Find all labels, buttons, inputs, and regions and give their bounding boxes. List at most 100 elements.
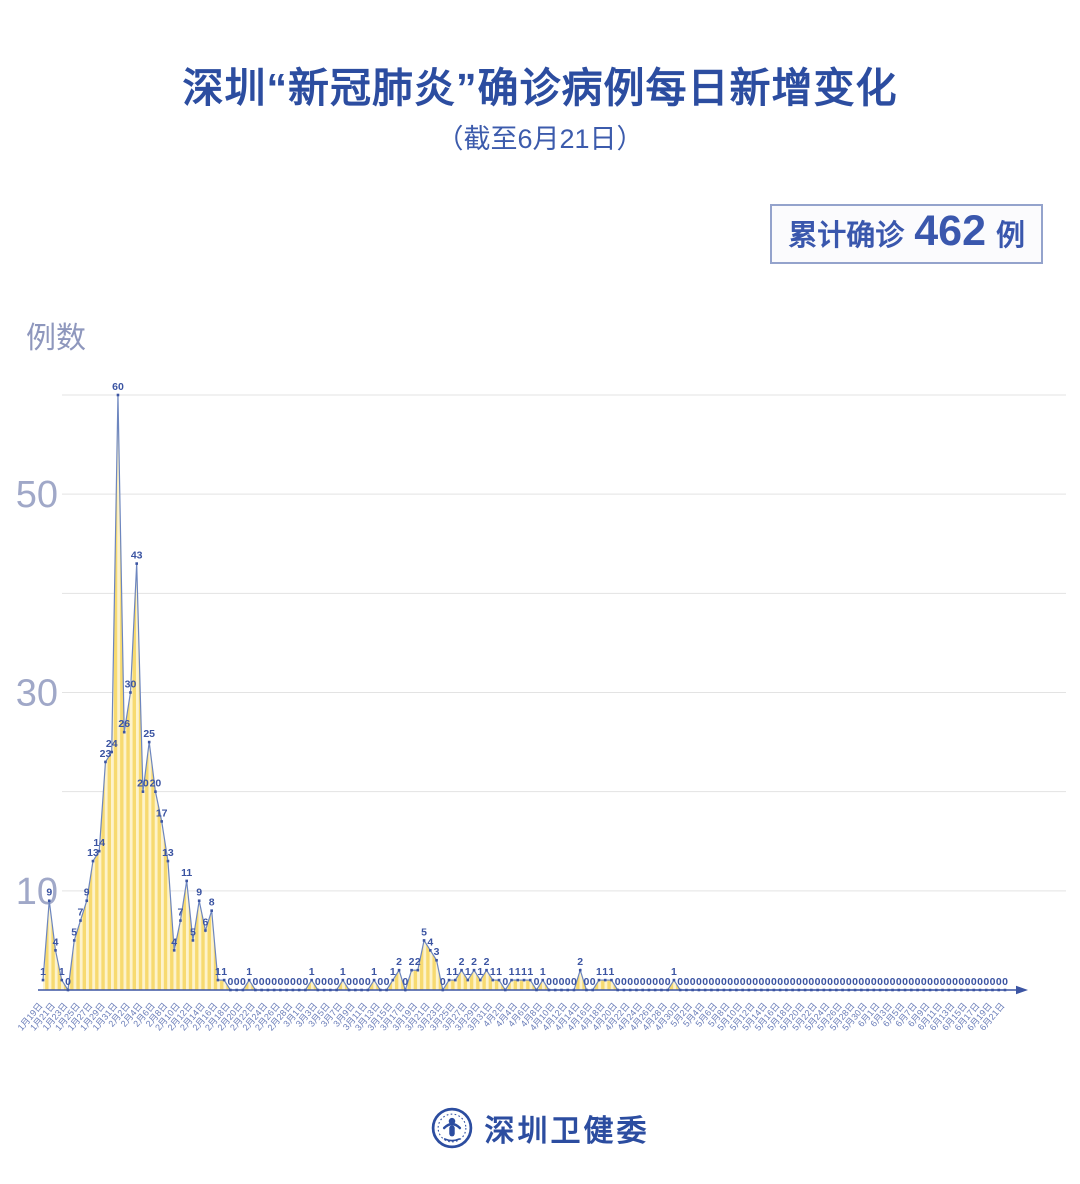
data-point — [785, 988, 788, 992]
value-label: 0 — [796, 976, 802, 988]
value-label: 0 — [621, 976, 627, 988]
data-point — [254, 988, 257, 992]
data-point — [628, 988, 632, 992]
data-point — [847, 988, 851, 992]
value-label: 0 — [765, 976, 771, 988]
value-label: 0 — [352, 976, 358, 988]
value-label: 0 — [384, 976, 390, 988]
value-label: 0 — [284, 976, 290, 988]
value-label: 0 — [827, 976, 833, 988]
value-label: 0 — [365, 976, 371, 988]
value-label: 26 — [118, 718, 130, 730]
data-point — [585, 988, 588, 992]
data-point — [910, 988, 913, 992]
data-point — [666, 988, 669, 992]
value-label: 0 — [690, 976, 696, 988]
cumulative-total-badge: 累计确诊 462 例 — [770, 204, 1043, 264]
data-point — [154, 790, 157, 793]
data-point — [222, 978, 226, 982]
data-point — [216, 978, 220, 982]
data-point — [753, 988, 757, 992]
data-point — [122, 730, 126, 734]
data-point — [816, 988, 819, 992]
data-point — [279, 988, 282, 992]
data-point — [966, 988, 969, 992]
value-label: 0 — [846, 976, 852, 988]
data-point — [953, 988, 957, 992]
value-label: 1 — [477, 966, 483, 978]
data-point — [941, 988, 944, 992]
value-label: 5 — [71, 926, 77, 938]
data-point — [60, 978, 64, 982]
data-point — [691, 988, 694, 992]
data-point — [891, 988, 894, 992]
value-label: 2 — [484, 956, 490, 968]
value-label: 5 — [190, 926, 196, 938]
data-point — [260, 988, 263, 992]
data-point — [104, 760, 107, 764]
value-label: 0 — [646, 976, 652, 988]
data-point — [947, 988, 951, 992]
data-point — [716, 988, 719, 992]
data-point — [110, 750, 114, 754]
data-point — [647, 988, 651, 992]
value-label: 30 — [125, 678, 137, 690]
x-axis-arrow-icon — [1016, 985, 1028, 995]
data-point — [916, 988, 919, 992]
value-label: 0 — [683, 976, 689, 988]
value-label: 14 — [93, 837, 105, 849]
value-label: 0 — [933, 976, 939, 988]
data-point — [272, 988, 276, 992]
data-point — [622, 988, 626, 992]
data-point — [503, 988, 507, 992]
value-label: 0 — [908, 976, 914, 988]
value-label: 0 — [715, 976, 721, 988]
value-label: 0 — [640, 976, 646, 988]
data-point — [741, 988, 744, 992]
data-point — [85, 899, 89, 903]
data-point — [447, 978, 451, 982]
value-label: 0 — [790, 976, 796, 988]
value-label: 9 — [196, 887, 202, 899]
value-label: 0 — [377, 976, 383, 988]
data-point — [853, 988, 857, 992]
value-label: 0 — [971, 976, 977, 988]
value-label: 0 — [708, 976, 714, 988]
data-point — [460, 968, 463, 972]
data-point — [934, 988, 938, 992]
data-point — [728, 988, 732, 992]
data-point — [478, 978, 482, 982]
x-axis — [38, 985, 1028, 995]
value-label: 0 — [534, 976, 540, 988]
data-point — [322, 988, 326, 992]
data-point — [341, 978, 345, 982]
value-label: 6 — [202, 916, 208, 928]
gridlines — [62, 394, 1066, 892]
data-point — [866, 988, 869, 992]
data-point — [528, 978, 532, 982]
data-point — [841, 988, 844, 992]
data-point — [603, 978, 607, 982]
value-label: 0 — [883, 976, 889, 988]
data-point — [97, 849, 101, 853]
value-label: 0 — [946, 976, 952, 988]
value-label: 0 — [752, 976, 758, 988]
value-label: 0 — [902, 976, 908, 988]
data-points — [41, 393, 1007, 992]
data-point — [672, 978, 676, 982]
value-label: 0 — [65, 976, 71, 988]
value-label: 7 — [78, 907, 84, 919]
data-point — [354, 988, 357, 992]
value-label: 0 — [952, 976, 958, 988]
value-label: 1 — [527, 966, 533, 978]
data-point — [360, 988, 363, 992]
data-point — [335, 988, 338, 992]
data-point — [835, 988, 838, 992]
value-label: 4 — [427, 936, 433, 948]
value-label: 0 — [996, 976, 1002, 988]
data-point — [747, 988, 751, 992]
data-point — [903, 988, 907, 992]
data-point — [610, 978, 613, 982]
value-label: 60 — [112, 381, 124, 393]
data-point — [391, 978, 395, 982]
